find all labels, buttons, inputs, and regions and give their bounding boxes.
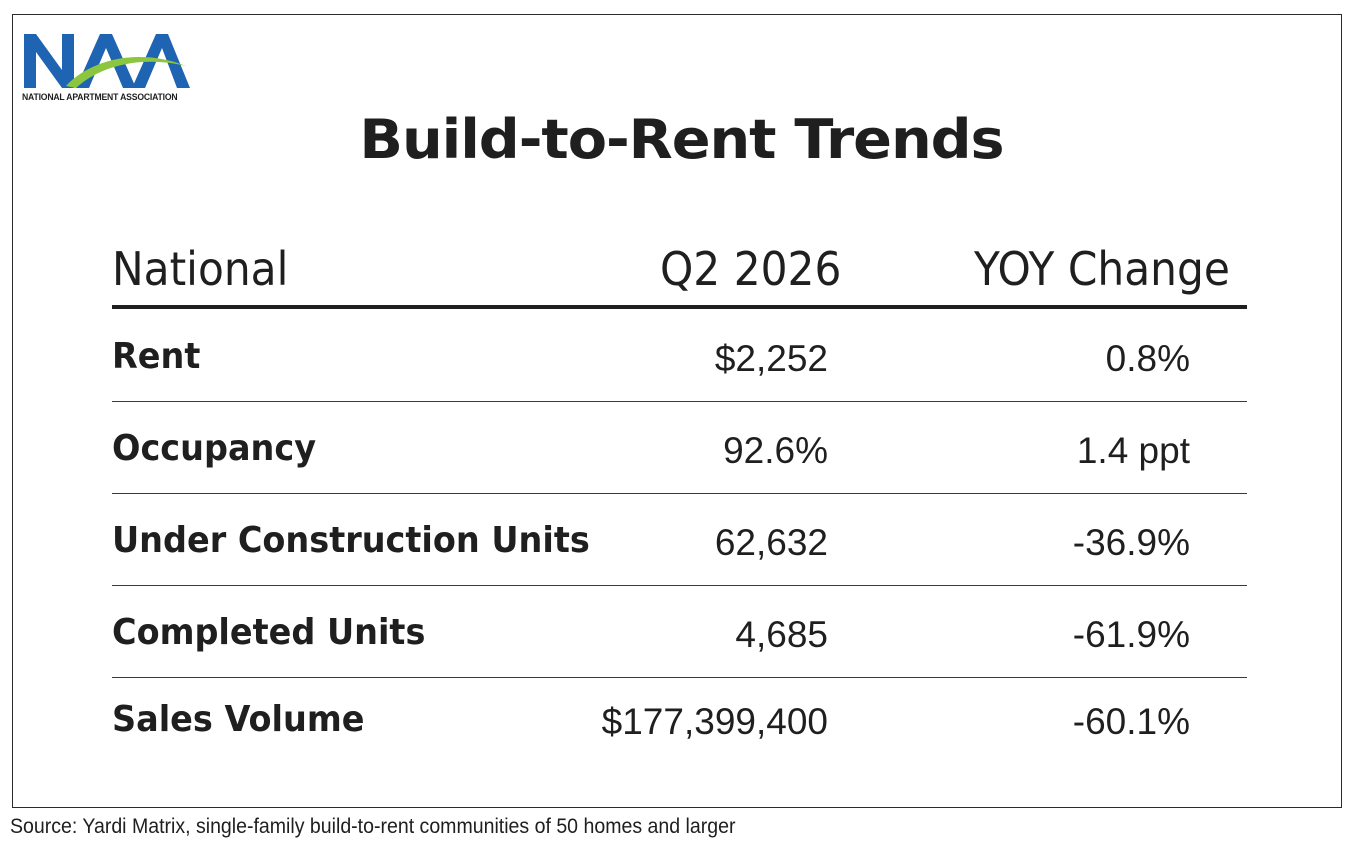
table-row: Sales Volume $177,399,400 -60.1% (112, 673, 1247, 765)
row-divider (112, 676, 1247, 678)
row-change: -60.1% (1072, 701, 1190, 742)
table-row: Completed Units 4,685 -61.9% (112, 586, 1247, 678)
infographic-frame (12, 14, 1342, 808)
row-label: Under Construction Units (112, 520, 590, 561)
row-value: $2,252 (714, 338, 828, 379)
table-row: Rent $2,252 0.8% (112, 310, 1247, 402)
table-row: Occupancy 92.6% 1.4 ppt (112, 402, 1247, 494)
row-label: Sales Volume (112, 699, 365, 740)
row-change: -61.9% (1072, 614, 1190, 655)
row-divider (112, 492, 1247, 494)
row-change: -36.9% (1072, 522, 1190, 563)
row-value: 92.6% (723, 430, 828, 471)
naa-logo: NATIONAL APARTMENT ASSOCIATION (22, 30, 192, 106)
row-value: 62,632 (714, 522, 828, 563)
source-note: Source: Yardi Matrix, single-family buil… (10, 815, 736, 838)
header-national: National (112, 242, 289, 296)
row-divider (112, 400, 1247, 402)
row-change: 0.8% (1105, 338, 1190, 379)
row-label: Completed Units (112, 612, 426, 653)
row-divider (112, 584, 1247, 586)
header-yoy-change: YOY Change (974, 242, 1230, 296)
page-title: Build-to-Rent Trends (359, 108, 1004, 171)
row-value: 4,685 (735, 614, 828, 655)
row-label: Occupancy (112, 428, 317, 469)
table-row: Under Construction Units 62,632 -36.9% (112, 494, 1247, 586)
header-quarter: Q2 2026 (660, 242, 842, 296)
row-label: Rent (112, 336, 201, 377)
logo-organization-name: NATIONAL APARTMENT ASSOCIATION (22, 92, 178, 103)
row-change: 1.4 ppt (1076, 430, 1190, 471)
row-value: $177,399,400 (601, 701, 828, 742)
naa-logo-mark (24, 34, 190, 88)
header-divider (112, 305, 1247, 309)
